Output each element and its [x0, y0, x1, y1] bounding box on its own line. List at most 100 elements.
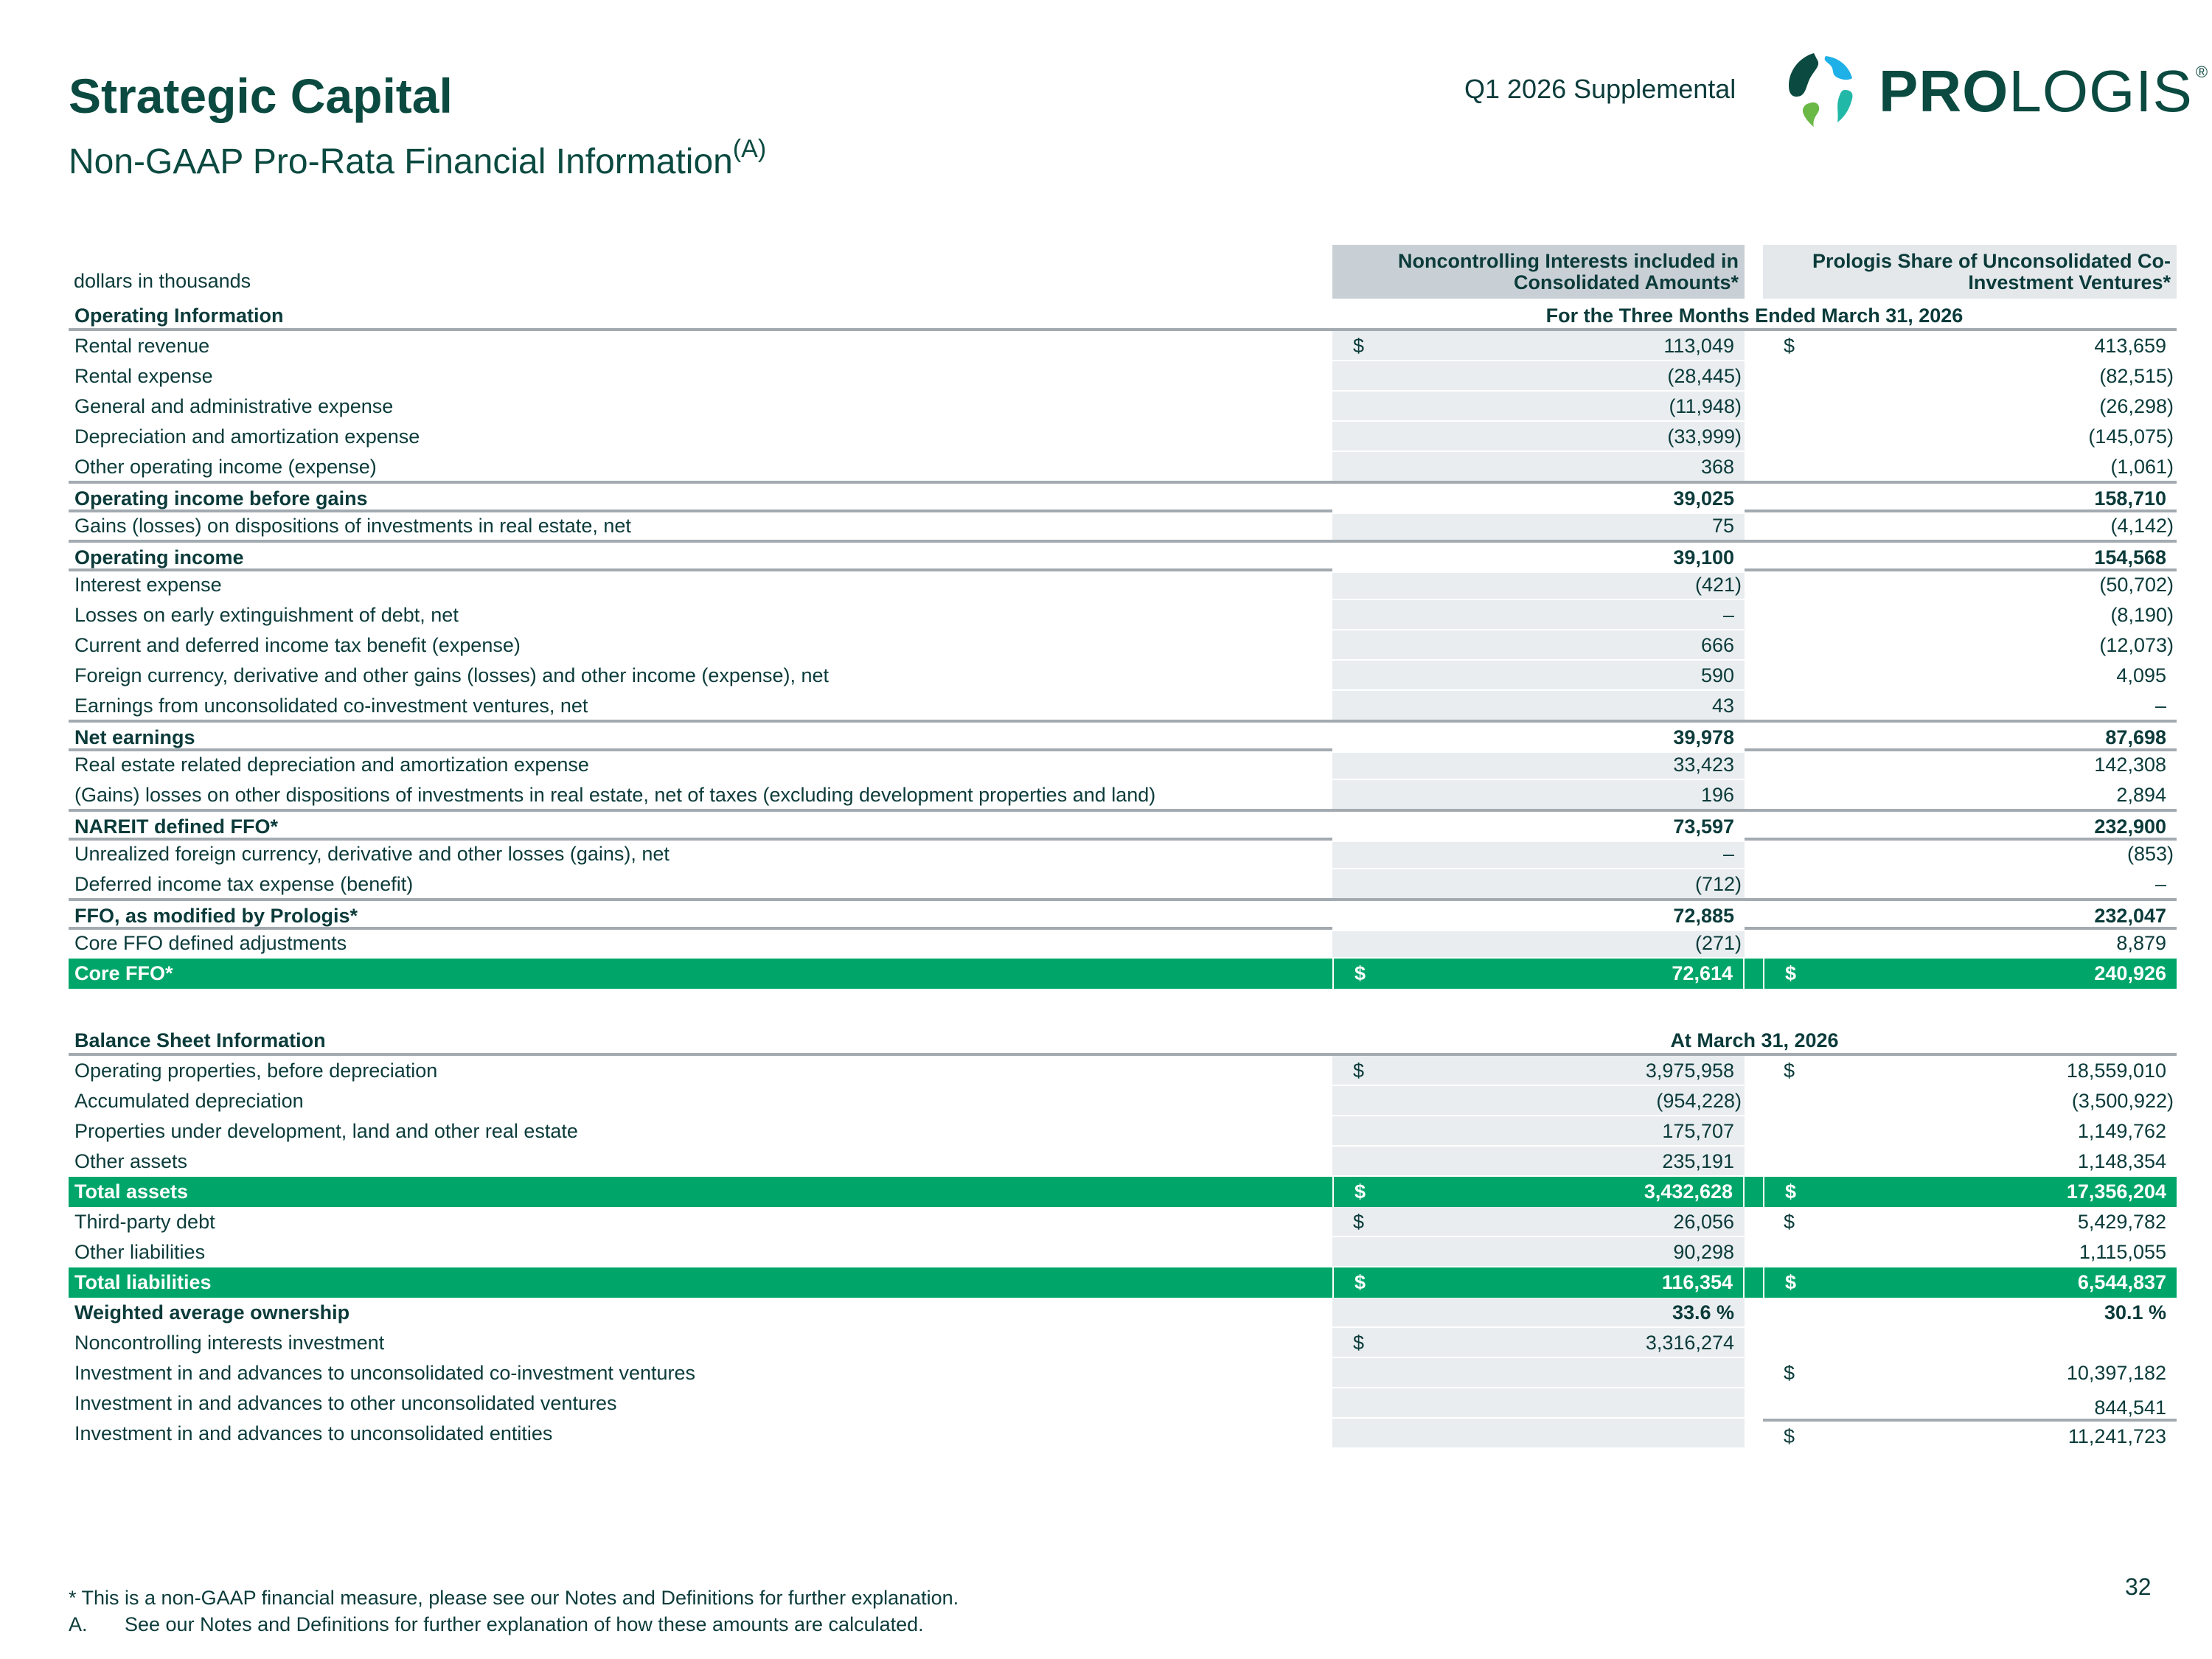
value: 8,879: [2116, 932, 2166, 954]
value: (4,142): [2110, 515, 2174, 537]
table-row-interest-expense: Interest expense (421) (50,702): [69, 570, 2177, 600]
value: 154,568: [2094, 546, 2166, 568]
value-cell-col2: 154,568: [1763, 543, 2177, 573]
table-row-losses-on-early-extinguishment-of-debt-net: Losses on early extinguishment of debt, …: [69, 600, 2177, 630]
currency-symbol: $: [1784, 1211, 1795, 1233]
table-row-other-liabilities: Other liabilities 90,298 1,115,055: [69, 1237, 2177, 1267]
value-cell-col1: [1332, 1388, 1745, 1419]
row-label: Other liabilities: [74, 1241, 206, 1263]
value-cell-col1: 196: [1332, 780, 1745, 810]
value-cell-col1: 590: [1332, 661, 1745, 691]
value-cell-col2: (3,500,922): [1763, 1086, 2177, 1116]
value-cell-col2: (4,142): [1763, 511, 2177, 541]
value-cell-col2: (145,075): [1763, 422, 2177, 452]
table-row-nareit-defined-ffo: NAREIT defined FFO* 73,597 232,900: [69, 809, 2177, 842]
page-title: Strategic Capital: [69, 69, 453, 123]
table-row-depreciation-and-amortization-expense: Depreciation and amortization expense (33…: [69, 422, 2177, 452]
row-label: Depreciation and amortization expense: [74, 425, 420, 448]
value: 90,298: [1673, 1241, 1734, 1263]
value-cell-col1: (33,999): [1332, 422, 1745, 452]
row-label: Unrealized foreign currency, derivative …: [74, 843, 669, 865]
table-row-total-assets: Total assets $3,432,628 $17,356,204: [69, 1177, 2177, 1207]
row-label: Losses on early extinguishment of debt, …: [74, 604, 459, 626]
value-cell-col1: (421): [1332, 570, 1745, 600]
value-cell-col1: 75: [1332, 511, 1745, 541]
currency-symbol: $: [1353, 335, 1365, 357]
row-label: Operating properties, before depreciatio…: [74, 1060, 438, 1082]
value: 75: [1711, 515, 1734, 537]
table-row-ffo-as-modified-by-prologis: FFO, as modified by Prologis* 72,885 232,0…: [69, 898, 2177, 931]
operating-information-table: Operating Information For the Three Mont…: [69, 301, 2177, 989]
value-cell-col1: 39,978: [1332, 723, 1745, 753]
value: 39,025: [1673, 487, 1734, 509]
subtitle-footnote-marker: (A): [732, 135, 767, 163]
table-row-core-ffo-defined-adjustments: Core FFO defined adjustments (271) 8,879: [69, 928, 2177, 959]
table-row-investment-in-and-advances-to-unconsolidated-entit: Investment in and advances to unconsolid…: [69, 1419, 2177, 1449]
value-cell-col1: (11,948): [1332, 392, 1745, 422]
table-row-investment-in-and-advances-to-other-unconsolidated: Investment in and advances to other unco…: [69, 1388, 2177, 1419]
value: 116,354: [1661, 1271, 1733, 1293]
value-cell-col1: 39,100: [1332, 543, 1745, 573]
value: 5,429,782: [2077, 1211, 2166, 1233]
table-row-third-party-debt: Third-party debt $26,056 $5,429,782: [69, 1207, 2177, 1237]
globe-icon: [1789, 53, 1853, 127]
units-label: dollars in thousands: [74, 270, 251, 292]
value: 3,432,628: [1644, 1180, 1733, 1203]
value: 33.6 %: [1672, 1301, 1734, 1324]
table-row-investment-in-and-advances-to-unconsolidated-co-in: Investment in and advances to unconsolid…: [69, 1358, 2177, 1388]
value-cell-col2: $5,429,782: [1763, 1207, 2177, 1237]
row-label: Investment in and advances to unconsolid…: [74, 1422, 553, 1444]
value: (11,948): [1669, 395, 1742, 417]
value: (8,190): [2110, 604, 2174, 626]
value: 6,544,837: [2077, 1271, 2166, 1293]
currency-symbol: $: [1354, 962, 1366, 984]
value-cell-col1: $113,049: [1332, 331, 1745, 361]
subtitle-text: Non-GAAP Pro-Rata Financial Information: [69, 142, 733, 181]
row-label: Operating income before gains: [74, 487, 368, 509]
value: 1,149,762: [2077, 1120, 2166, 1142]
value: 240,926: [2094, 962, 2166, 984]
row-label: Core FFO*: [74, 962, 173, 984]
row-label: Noncontrolling interests investment: [74, 1332, 385, 1354]
value: 3,316,274: [1645, 1332, 1734, 1354]
value: 232,900: [2094, 815, 2166, 838]
row-label: Investment in and advances to other unco…: [74, 1392, 617, 1414]
value-cell-col1: (271): [1332, 928, 1745, 959]
table-row-core-ffo: Core FFO* $72,614 $240,926: [69, 959, 2177, 989]
value: 158,710: [2094, 487, 2166, 509]
value: 235,191: [1662, 1150, 1734, 1172]
value-cell-col2: (853): [1763, 839, 2177, 869]
table-row-net-earnings: Net earnings 39,978 87,698: [69, 720, 2177, 753]
value-cell-col2: –: [1763, 691, 2177, 721]
value-cell-col2: 1,149,762: [1763, 1116, 2177, 1147]
value-cell-col2: 4,095: [1763, 661, 2177, 691]
value-cell-col2: 87,698: [1763, 723, 2177, 753]
balance-sheet-table: Balance Sheet Information At March 31, 2…: [69, 1026, 2177, 1449]
value-cell-col2: $10,397,182: [1763, 1358, 2177, 1388]
value: –: [1722, 843, 1734, 865]
value-cell-col1: 368: [1332, 452, 1745, 482]
value: 196: [1700, 784, 1734, 806]
row-label: Deferred income tax expense (benefit): [74, 873, 414, 895]
value: 3,975,958: [1645, 1060, 1734, 1082]
currency-symbol: $: [1353, 1211, 1365, 1233]
value-cell-col1: 175,707: [1332, 1116, 1745, 1147]
table-row-noncontrolling-interests-investment: Noncontrolling interests investment $3,31…: [69, 1328, 2177, 1358]
value: –: [2154, 695, 2166, 717]
table-row-rental-expense: Rental expense (28,445) (82,515): [69, 361, 2177, 392]
table-row-earnings-from-unconsolidated-co-investment-venture: Earnings from unconsolidated co-investme…: [69, 691, 2177, 721]
supplemental-label: Q1 2026 Supplemental: [1464, 74, 1736, 104]
value: 11,241,723: [2067, 1425, 2166, 1447]
value: 368: [1700, 456, 1734, 478]
prologis-logo: PROLOGIS ®: [1784, 47, 2208, 128]
value: 113,049: [1663, 335, 1734, 357]
value: (82,515): [2099, 365, 2174, 387]
table-row-real-estate-related-depreciation-and-amortization-: Real estate related depreciation and amo…: [69, 750, 2177, 780]
row-label: Third-party debt: [74, 1211, 215, 1233]
table-row-operating-properties-before-depreciation: Operating properties, before depreciatio…: [69, 1056, 2177, 1086]
value-cell-col1: 33.6 %: [1332, 1298, 1745, 1328]
value-cell-col2: 8,879: [1763, 928, 2177, 959]
column-header-noncontrolling: Noncontrolling Interests included in Con…: [1332, 245, 1745, 299]
value: 26,056: [1673, 1211, 1734, 1233]
table-row-other-operating-income-expense: Other operating income (expense) 368 (1,06…: [69, 452, 2177, 482]
